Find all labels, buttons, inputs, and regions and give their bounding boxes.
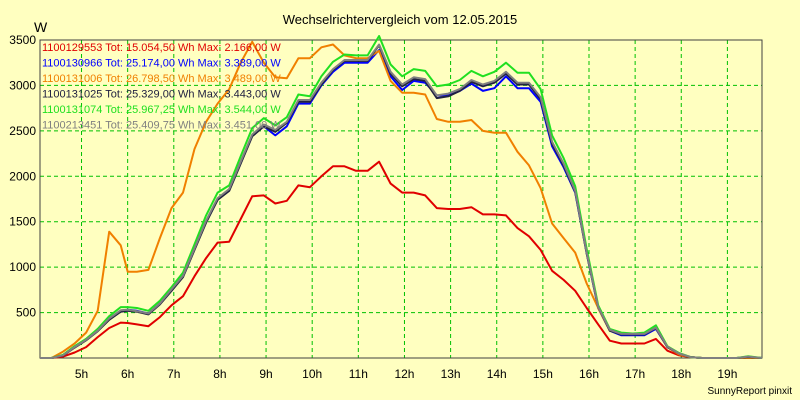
x-tick-label: 6h [121, 367, 134, 381]
series-line-1 [40, 160, 762, 359]
y-tick-label: 500 [16, 306, 36, 320]
legend-entry-3: 1100131006 Tot: 26.798,50 Wh Max: 3.489,… [42, 73, 281, 85]
x-tick-label: 11h [349, 367, 368, 381]
y-tick-label: 3500 [9, 33, 36, 47]
x-tick-label: 16h [579, 367, 599, 381]
series-lines [40, 35, 763, 359]
x-tick-label: 12h [394, 367, 414, 381]
y-tick-label: 1000 [9, 260, 36, 274]
x-tick-label: 13h [441, 367, 461, 381]
x-tick-label: 5h [75, 367, 88, 381]
legend: 1100129553 Tot: 15.054,50 Wh Max: 2.166,… [42, 42, 281, 132]
x-tick-label: 8h [213, 367, 226, 381]
chart-title: Wechselrichtervergleich vom 12.05.2015 [283, 12, 518, 27]
x-tick-label: 9h [259, 367, 272, 381]
legend-entry-1: 1100129553 Tot: 15.054,50 Wh Max: 2.166,… [42, 42, 281, 54]
legend-entry-6: 1100213451 Tot: 25.409,75 Wh Max: 3.451,… [42, 120, 281, 132]
x-tick-label: 17h [625, 367, 645, 381]
x-tick-label: 10h [302, 367, 322, 381]
legend-entry-2: 1100130966 Tot: 25.174,00 Wh Max: 3.389,… [42, 58, 281, 70]
y-tick-label: 1500 [9, 215, 36, 229]
x-tick-label: 7h [167, 367, 180, 381]
x-tick-label: 15h [533, 367, 553, 381]
y-tick-label: 2500 [9, 124, 36, 138]
plot-frame [39, 39, 763, 359]
x-tick-label: 14h [487, 367, 507, 381]
axes: 5h 6h 7h 8h 9h 10h 11h 12h 13h 14h 15h 16h 17h 18h 19h… [9, 33, 763, 381]
y-tick-label: 3000 [9, 78, 36, 92]
legend-entry-4: 1100131025 Tot: 25.329,00 Wh Max: 3.443,… [42, 89, 281, 101]
y-axis-label: W [34, 19, 48, 35]
x-tick-label: 19h [717, 367, 737, 381]
series-line-6 [40, 43, 763, 359]
y-tick-label: 2000 [9, 169, 36, 183]
x-tick-label: 18h [671, 367, 691, 381]
credit-label: SunnyReport pinxit [708, 386, 793, 397]
legend-entry-5: 1100131074 Tot: 25.967,25 Wh Max: 3.544,… [42, 104, 281, 116]
